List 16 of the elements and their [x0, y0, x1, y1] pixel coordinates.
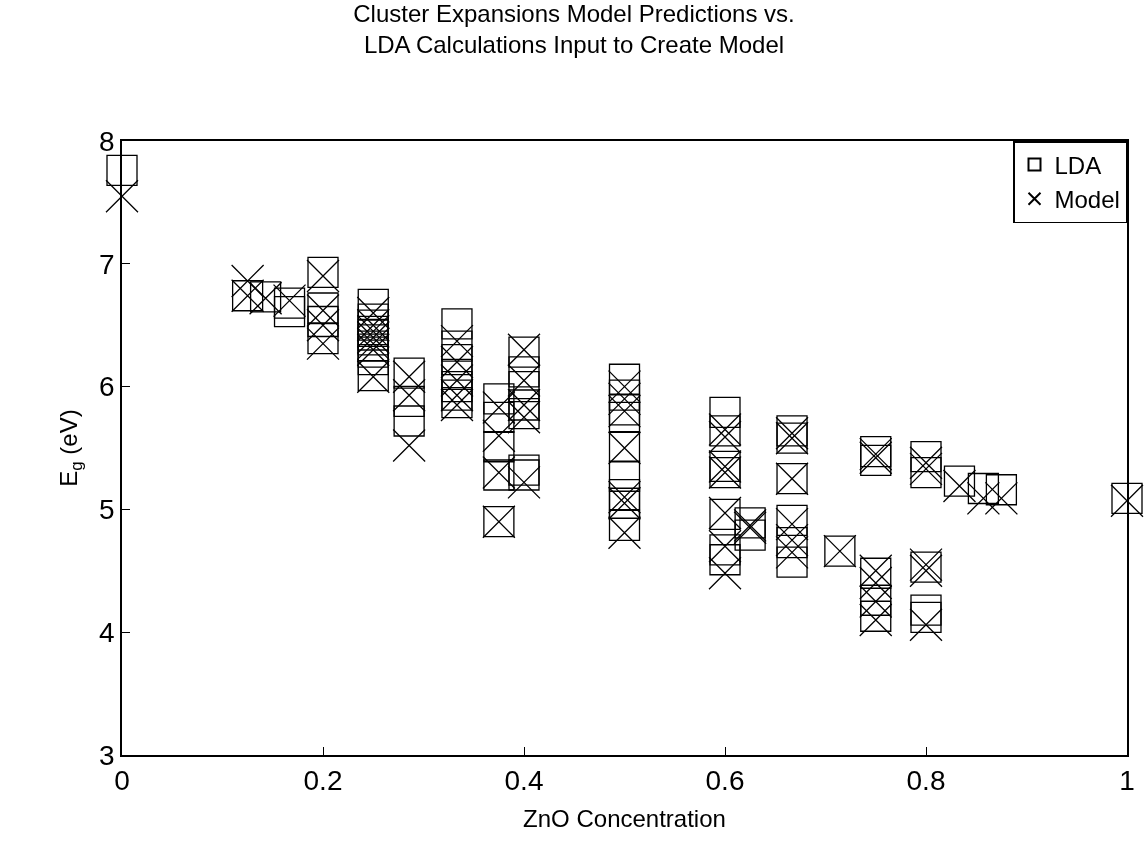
legend-label: LDA	[1054, 151, 1102, 179]
y-tick-label: 8	[99, 125, 115, 157]
legend-label: Model	[1054, 186, 1120, 214]
y-tick-label: 5	[99, 494, 115, 526]
y-tick-label: 4	[99, 617, 115, 648]
x-tick-label: 0.6	[705, 765, 745, 797]
x-tick-label: 0.4	[504, 765, 544, 797]
y-tick-label: 7	[99, 248, 115, 280]
chart-title: Cluster Expansions Model Predictions vs. LDA Calculations Input to Create Model	[353, 0, 795, 58]
x-tick-label: 0.2	[303, 765, 343, 797]
x-tick-label: 0.8	[906, 765, 946, 797]
x-tick-label: 1	[1119, 765, 1135, 797]
x-tick-label: 0	[114, 765, 130, 797]
y-tick-label: 6	[99, 371, 115, 403]
y-tick-label: 3	[99, 739, 115, 771]
x-axis-title: ZnO Concentration	[523, 805, 726, 833]
